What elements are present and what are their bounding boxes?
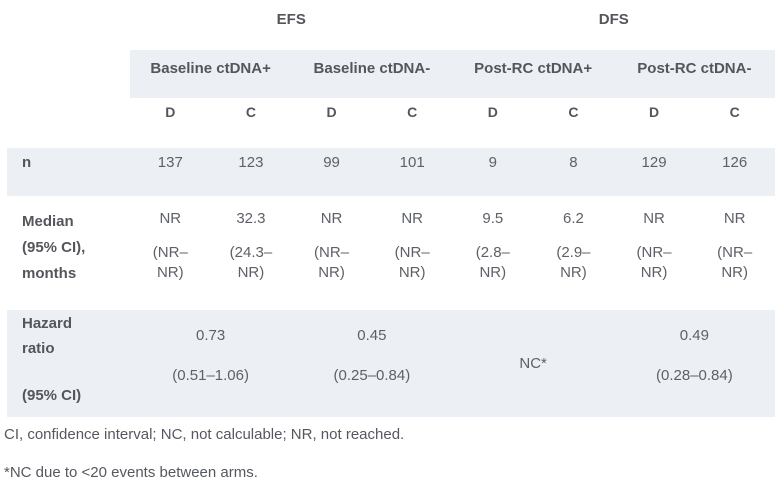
median-cell: NR (NR– NR) [152, 210, 188, 281]
subheader-spacer [7, 98, 130, 148]
n-value-cell: 9 [452, 148, 534, 196]
n-value-cell: 137 [130, 148, 211, 196]
n-value-cell: 101 [371, 148, 453, 196]
n-value-cell: 123 [210, 148, 292, 196]
hazard-ratio-cell: 0.49 (0.28–0.84) [613, 310, 775, 417]
hazard-ratio-cell: 0.73 (0.51–1.06) [130, 310, 292, 417]
median-cell: 32.3 (24.3– NR) [229, 210, 273, 281]
corner-spacer [7, 0, 130, 50]
subheader-d: D [649, 104, 660, 120]
col-group-postrc-ctdna-neg: Post-RC ctDNA- [613, 50, 775, 98]
row-label-hazard-ratio: Hazard ratio (95% CI) [7, 310, 130, 417]
median-cell: NR (NR– NR) [394, 210, 430, 281]
n-value-cell: 129 [613, 148, 695, 196]
subheader-d: D [326, 104, 337, 120]
dfs-group-header: DFS [598, 11, 629, 28]
row-label-n: n [7, 148, 130, 196]
median-cell: NR (NR– NR) [314, 210, 350, 281]
efs-group-header: EFS [276, 11, 306, 28]
subheader-c: C [407, 104, 418, 120]
subheader-d: D [165, 104, 176, 120]
median-cell: NR (NR– NR) [717, 210, 753, 281]
abbreviations-footnote: CI, confidence interval; NC, not calcula… [4, 426, 405, 443]
subheader-c: C [245, 104, 256, 120]
n-value-cell: 99 [291, 148, 372, 196]
median-cell: 6.2 (2.9– NR) [556, 210, 591, 281]
subheader-d: D [487, 104, 498, 120]
nc-footnote: *NC due to <20 events between arms. [4, 464, 258, 481]
n-value-cell: 8 [533, 148, 614, 196]
subheader-c: C [729, 104, 740, 120]
median-cell: 9.5 (2.8– NR) [475, 210, 510, 281]
ctdna-outcomes-table: EFS DFS Baseline ctDNA+ Baseline ctDNA- … [7, 0, 775, 417]
row-label-median: Median (95% CI), months [22, 213, 86, 282]
hazard-ratio-cell: 0.45 (0.25–0.84) [291, 310, 453, 417]
n-value-cell: 126 [694, 148, 775, 196]
median-cell: NR (NR– NR) [636, 210, 672, 281]
subheader-c: C [568, 104, 579, 120]
group-header-spacer [7, 50, 130, 98]
hazard-ratio-cell-nc: NC* [452, 310, 614, 417]
col-group-postrc-ctdna-pos: Post-RC ctDNA+ [452, 50, 614, 98]
col-group-baseline-ctdna-neg: Baseline ctDNA- [291, 50, 453, 98]
col-group-baseline-ctdna-pos: Baseline ctDNA+ [130, 50, 292, 98]
